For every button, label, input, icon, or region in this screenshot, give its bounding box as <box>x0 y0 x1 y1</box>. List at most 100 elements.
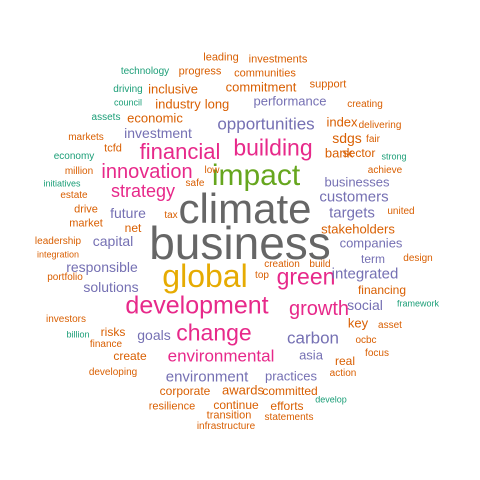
word-investors: investors <box>45 314 87 325</box>
word-green: green <box>276 263 336 290</box>
word-future: future <box>110 205 146 221</box>
word-environment: environment <box>165 368 249 386</box>
word-corporate: corporate <box>159 384 211 398</box>
word-term: term <box>361 252 385 266</box>
word-initiatives: initiatives <box>43 178 81 189</box>
word-portfolio: portfolio <box>47 272 83 283</box>
word-achieve: achieve <box>367 165 403 176</box>
word-capital: capital <box>92 233 134 249</box>
word-safe: safe <box>185 178 205 189</box>
word-committed: committed <box>262 384 318 398</box>
word-sector: sector <box>342 146 376 160</box>
word-framework: framework <box>396 298 440 309</box>
word-creation: creation <box>264 259 300 270</box>
word-building: building <box>233 134 313 161</box>
word-ocbc: ocbc <box>355 335 377 346</box>
word-growth: growth <box>288 298 350 320</box>
word-financial: financial <box>139 139 221 164</box>
word-stakeholders: stakeholders <box>321 221 395 237</box>
word-change: change <box>176 319 252 346</box>
word-develop: develop <box>315 394 347 405</box>
word-assets: assets <box>91 112 121 123</box>
word-goals: goals <box>137 327 171 343</box>
word-support: support <box>309 78 347 91</box>
word-tax: tax <box>164 210 178 221</box>
word-infrastructure: infrastructure <box>196 421 256 432</box>
word-performance: performance <box>253 93 327 109</box>
word-asia: asia <box>299 347 323 363</box>
word-opportunities: opportunities <box>217 114 315 134</box>
word-innovation: innovation <box>101 161 193 183</box>
word-transition: transition <box>206 409 252 422</box>
word-efforts: efforts <box>270 399 304 413</box>
word-impact: impact <box>211 159 301 192</box>
word-estate: estate <box>60 190 88 201</box>
word-leading: leading <box>203 51 239 64</box>
word-solutions: solutions <box>83 279 139 295</box>
word-strategy: strategy <box>110 181 176 201</box>
word-council: council <box>113 97 143 108</box>
word-fair: fair <box>366 134 380 145</box>
word-customers: customers <box>319 188 389 206</box>
word-awards: awards <box>222 382 264 398</box>
word-index: index <box>326 114 358 130</box>
word-investment: investment <box>124 125 192 141</box>
word-long: long <box>204 96 230 112</box>
word-targets: targets <box>329 204 375 222</box>
word-integration: integration <box>36 249 80 260</box>
word-climate: climate <box>178 185 312 232</box>
word-economy: economy <box>53 151 95 162</box>
word-investments: investments <box>248 53 308 66</box>
word-strong: strong <box>381 151 407 162</box>
word-commitment: commitment <box>225 79 297 95</box>
word-leadership: leadership <box>34 236 82 247</box>
word-environmental: environmental <box>167 346 275 366</box>
word-united: united <box>387 206 415 217</box>
word-market: market <box>69 217 103 230</box>
word-companies: companies <box>339 235 403 251</box>
word-net: net <box>124 221 142 235</box>
word-statements: statements <box>264 412 314 423</box>
word-low: low <box>204 165 220 176</box>
word-resilience: resilience <box>148 400 196 413</box>
word-top: top <box>255 270 269 281</box>
word-integrated: integrated <box>331 265 399 283</box>
word-design: design <box>403 253 433 264</box>
word-technology: technology <box>120 66 170 77</box>
word-responsible: responsible <box>66 259 138 275</box>
word-social: social <box>347 297 383 313</box>
word-communities: communities <box>234 67 296 80</box>
word-risks: risks <box>100 325 126 339</box>
word-practices: practices <box>264 368 318 384</box>
word-bank: bank <box>324 145 354 161</box>
word-real: real <box>334 354 356 368</box>
word-financing: financing <box>357 283 407 297</box>
word-billion: billion <box>66 329 90 340</box>
word-focus: focus <box>365 348 389 359</box>
word-continue: continue <box>213 398 259 412</box>
word-carbon: carbon <box>287 328 339 348</box>
word-development: development <box>125 291 269 320</box>
word-finance: finance <box>89 339 123 350</box>
word-key: key <box>347 315 369 331</box>
word-sdgs: sdgs <box>332 130 362 146</box>
word-inclusive: inclusive <box>148 81 198 97</box>
word-asset: asset <box>378 320 402 331</box>
word-tcfd: tcfd <box>104 142 122 155</box>
word-action: action <box>329 368 357 379</box>
word-markets: markets <box>68 132 104 143</box>
word-create: create <box>113 349 147 363</box>
word-build: build <box>309 259 331 270</box>
word-delivering: delivering <box>358 120 402 131</box>
word-developing: developing <box>88 367 138 378</box>
word-industry: industry <box>155 96 201 112</box>
word-driving: driving <box>113 84 143 95</box>
word-million: million <box>64 166 94 177</box>
word-drive: drive <box>74 203 98 216</box>
word-economic: economic <box>127 110 183 126</box>
word-global: global <box>162 258 248 294</box>
word-progress: progress <box>178 65 222 78</box>
word-businesses: businesses <box>324 174 390 190</box>
word-business: business <box>149 217 331 269</box>
